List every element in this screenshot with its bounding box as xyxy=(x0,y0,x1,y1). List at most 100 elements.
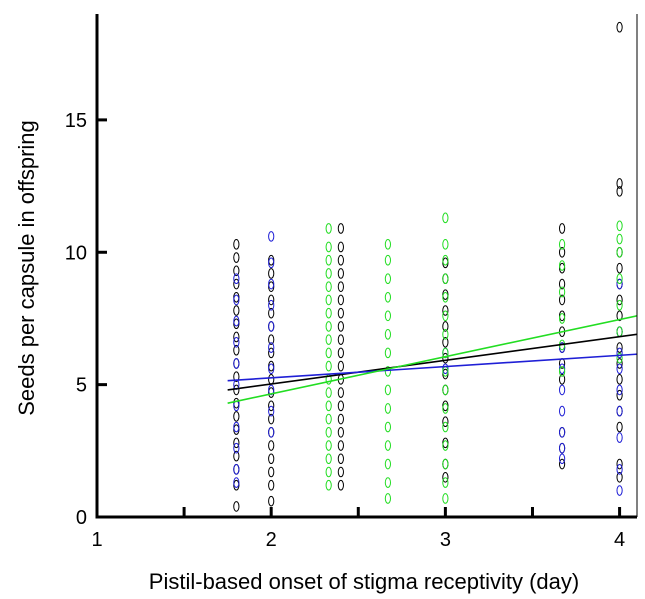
x-tick-label: 2 xyxy=(266,529,277,551)
data-point xyxy=(442,493,449,504)
data-point xyxy=(233,331,240,343)
data-point xyxy=(268,334,275,345)
data-point xyxy=(337,268,344,279)
data-point xyxy=(558,239,566,250)
data-point xyxy=(442,347,449,359)
regression-line xyxy=(227,333,638,391)
data-point xyxy=(325,453,332,465)
data-point xyxy=(616,186,623,197)
data-point xyxy=(233,450,240,462)
data-point xyxy=(268,453,275,465)
data-point xyxy=(233,336,240,348)
data-point xyxy=(325,321,332,332)
data-point xyxy=(616,358,623,369)
data-point xyxy=(442,212,449,224)
data-point xyxy=(616,485,623,496)
data-point xyxy=(558,458,566,470)
data-point xyxy=(337,479,344,491)
y-tick-label: 10 xyxy=(65,242,87,264)
data-point xyxy=(337,426,344,438)
data-point xyxy=(337,466,344,478)
data-point xyxy=(325,440,332,451)
data-point xyxy=(442,329,449,340)
data-point xyxy=(337,440,344,451)
data-point xyxy=(384,477,392,488)
data-point xyxy=(616,21,623,33)
data-point xyxy=(384,239,392,250)
data-point xyxy=(384,347,392,359)
x-axis-label: Pistil-based onset of stigma receptivity… xyxy=(149,569,579,594)
x-tick-label: 4 xyxy=(614,529,625,551)
data-point xyxy=(233,464,240,475)
plot-marks xyxy=(233,21,623,512)
data-point xyxy=(325,360,332,372)
data-point xyxy=(233,411,240,422)
data-point xyxy=(442,471,449,483)
data-point xyxy=(442,310,449,322)
data-point xyxy=(616,389,623,401)
data-point xyxy=(233,371,240,382)
data-point xyxy=(558,294,566,306)
data-point xyxy=(233,358,240,369)
data-point xyxy=(616,294,623,306)
data-point xyxy=(233,315,240,327)
y-tick-label: 0 xyxy=(76,507,87,529)
data-point xyxy=(233,278,240,290)
data-point xyxy=(268,405,275,417)
data-point xyxy=(442,321,449,332)
data-point xyxy=(442,384,449,396)
data-point xyxy=(233,252,240,263)
data-point xyxy=(558,223,566,234)
data-point xyxy=(325,347,332,359)
data-point xyxy=(268,307,275,319)
data-point xyxy=(616,262,623,274)
data-point xyxy=(384,254,392,266)
data-point xyxy=(268,257,275,269)
data-point xyxy=(442,352,449,364)
data-point xyxy=(268,278,275,290)
data-point xyxy=(442,336,449,348)
data-point xyxy=(337,413,344,425)
data-point xyxy=(268,299,275,311)
data-point xyxy=(616,246,623,258)
data-point xyxy=(325,413,332,425)
data-point xyxy=(384,384,392,396)
data-point xyxy=(384,329,392,340)
data-point xyxy=(442,291,449,303)
data-point xyxy=(616,273,623,285)
data-point xyxy=(442,421,449,433)
data-point xyxy=(268,413,275,425)
data-point xyxy=(337,321,344,332)
data-point xyxy=(616,405,623,417)
data-point xyxy=(337,400,344,412)
data-point xyxy=(337,334,344,345)
data-point xyxy=(442,403,449,414)
data-point xyxy=(616,310,623,322)
data-point xyxy=(268,426,275,438)
data-point xyxy=(233,501,240,512)
data-point xyxy=(616,421,623,433)
data-point xyxy=(616,326,623,337)
data-point xyxy=(616,432,623,443)
data-point xyxy=(268,231,275,242)
data-point xyxy=(337,281,344,292)
data-point xyxy=(616,374,623,385)
data-point xyxy=(337,223,344,234)
data-point xyxy=(384,291,392,303)
data-point xyxy=(233,442,240,454)
data-point xyxy=(337,241,344,253)
data-point xyxy=(268,479,275,491)
data-point xyxy=(616,352,623,364)
data-point xyxy=(616,220,623,232)
data-point xyxy=(268,400,275,412)
data-point xyxy=(384,421,392,433)
data-point xyxy=(337,453,344,465)
data-point xyxy=(558,405,566,417)
data-point xyxy=(233,265,240,277)
data-point xyxy=(384,440,392,451)
data-point xyxy=(384,403,392,414)
data-point xyxy=(268,466,275,478)
data-point xyxy=(337,294,344,306)
data-point xyxy=(558,260,566,271)
data-point xyxy=(233,477,240,488)
